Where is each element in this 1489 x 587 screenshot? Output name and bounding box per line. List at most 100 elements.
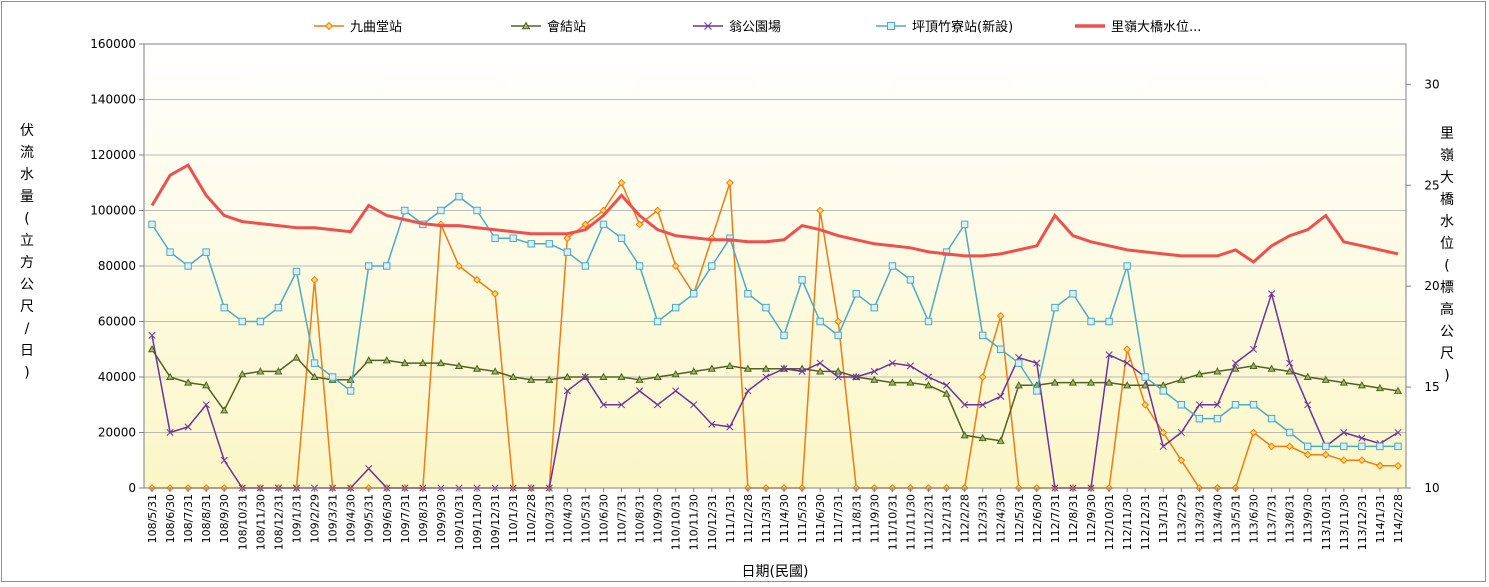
data-point bbox=[1033, 359, 1041, 367]
x-tick-label: 111/2/28 bbox=[742, 494, 755, 543]
y-tick-label-right: 15 bbox=[1424, 380, 1439, 394]
data-point bbox=[1267, 364, 1276, 372]
x-tick-label: 108/12/31 bbox=[272, 494, 285, 550]
data-point bbox=[653, 372, 662, 381]
x-tick-label: 111/6/30 bbox=[814, 494, 827, 543]
data-point bbox=[1285, 367, 1294, 375]
legend-item: 坪頂竹寮站(新設) bbox=[876, 19, 1013, 35]
x-tick-label: 108/7/31 bbox=[182, 494, 195, 543]
legend-marker bbox=[704, 22, 712, 30]
x-tick-label: 111/5/31 bbox=[796, 494, 809, 543]
data-point bbox=[816, 367, 825, 375]
data-point bbox=[725, 361, 734, 369]
legend-label: 會結站 bbox=[547, 20, 586, 35]
legend-item: 會結站 bbox=[511, 20, 586, 35]
data-point bbox=[726, 423, 734, 431]
data-point bbox=[852, 290, 860, 298]
data-point bbox=[599, 372, 608, 381]
x-tick-label: 110/7/31 bbox=[616, 494, 629, 543]
legend-label: 翁公園場 bbox=[729, 20, 781, 35]
y-axis-title-right-char: 高 bbox=[1440, 301, 1454, 318]
data-point bbox=[635, 220, 644, 229]
data-point bbox=[1105, 378, 1114, 386]
data-point bbox=[1249, 345, 1258, 353]
data-point bbox=[798, 367, 806, 376]
x-tick-label: 112/8/31 bbox=[1067, 494, 1080, 543]
data-point bbox=[942, 389, 951, 397]
y-axis-title-left-char: 立 bbox=[20, 233, 34, 249]
data-point bbox=[202, 248, 210, 256]
x-tick-label: 114/2/28 bbox=[1392, 494, 1405, 543]
data-point bbox=[1249, 428, 1258, 437]
x-tick-label: 113/9/30 bbox=[1302, 494, 1315, 543]
x-tick-label: 110/11/30 bbox=[688, 494, 701, 550]
data-point bbox=[1322, 442, 1330, 451]
y-axis-title-left-char: / bbox=[25, 321, 30, 337]
y-tick-label-right: 25 bbox=[1424, 178, 1439, 192]
y-axis-title-left-char: 量 bbox=[20, 189, 34, 205]
y-axis-title-right-char: 大 bbox=[1440, 170, 1454, 186]
data-point bbox=[617, 401, 626, 409]
data-point bbox=[292, 353, 301, 361]
x-tick-label: 113/3/31 bbox=[1193, 494, 1206, 543]
data-point bbox=[436, 358, 445, 367]
y-tick-label-right: 10 bbox=[1424, 481, 1439, 495]
data-point bbox=[906, 362, 914, 370]
data-point bbox=[238, 369, 247, 378]
x-tick-label: 108/9/30 bbox=[218, 494, 231, 543]
data-point bbox=[473, 275, 481, 284]
data-point bbox=[310, 359, 319, 367]
data-point bbox=[780, 365, 788, 373]
data-point bbox=[202, 381, 211, 389]
x-tick-label: 113/2/29 bbox=[1175, 494, 1188, 543]
x-tick-label: 110/6/30 bbox=[597, 494, 610, 543]
x-tick-label: 113/5/31 bbox=[1229, 494, 1242, 543]
data-point bbox=[1285, 442, 1294, 451]
data-point bbox=[1358, 442, 1366, 451]
data-point bbox=[1393, 386, 1403, 394]
x-tick-label: 112/2/28 bbox=[959, 494, 972, 543]
y-axis-title-left-char: 公 bbox=[20, 277, 34, 293]
data-point bbox=[599, 220, 608, 229]
data-point bbox=[961, 401, 969, 409]
data-point bbox=[1285, 428, 1294, 437]
y-axis-title-left-char: 水 bbox=[20, 167, 34, 183]
data-point bbox=[1231, 401, 1240, 409]
data-point bbox=[1087, 317, 1095, 326]
data-point bbox=[401, 206, 409, 215]
data-point bbox=[906, 378, 915, 386]
x-tick-label: 113/7/31 bbox=[1266, 494, 1279, 543]
data-point bbox=[365, 465, 373, 473]
data-point bbox=[581, 262, 590, 270]
data-point bbox=[1159, 428, 1168, 437]
data-point bbox=[1195, 369, 1204, 378]
data-point bbox=[563, 387, 571, 395]
data-point bbox=[1321, 375, 1330, 383]
data-point bbox=[220, 456, 228, 464]
data-point bbox=[1069, 290, 1077, 298]
data-point bbox=[310, 275, 319, 284]
x-tick-label: 110/3/31 bbox=[543, 494, 556, 543]
y-axis-title-left-char: 伏 bbox=[20, 123, 34, 139]
x-tick-label: 109/9/30 bbox=[435, 494, 448, 543]
data-point bbox=[491, 367, 500, 375]
y-tick-label-left: 60000 bbox=[98, 315, 136, 329]
data-point bbox=[672, 387, 680, 395]
x-tick-label: 111/7/31 bbox=[832, 494, 845, 543]
data-point bbox=[418, 358, 427, 367]
data-point bbox=[454, 361, 464, 369]
data-point bbox=[690, 401, 698, 409]
data-point bbox=[978, 331, 987, 340]
data-point bbox=[924, 373, 933, 381]
y-axis-title-right-char: 尺 bbox=[1440, 346, 1454, 362]
x-tick-label: 110/10/31 bbox=[670, 494, 683, 550]
legend-label: 里嶺大橋水位... bbox=[1111, 20, 1201, 35]
data-point bbox=[455, 192, 463, 201]
series bbox=[150, 163, 1399, 264]
data-point bbox=[906, 276, 915, 284]
data-point bbox=[1141, 400, 1150, 409]
y-axis-title-right-char: ( bbox=[1444, 258, 1449, 274]
data-point bbox=[834, 331, 842, 340]
